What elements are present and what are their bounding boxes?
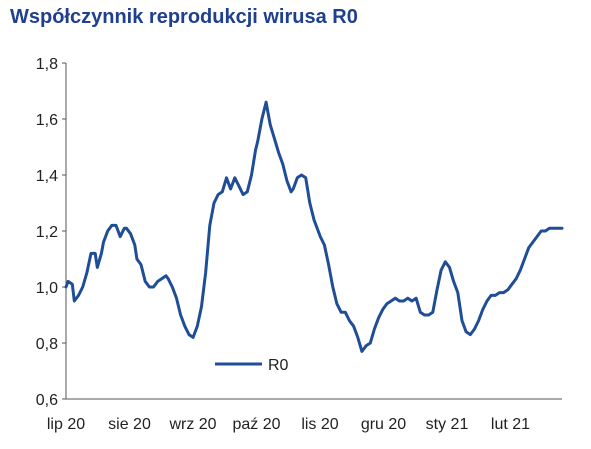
legend-label-r0: R0 <box>268 357 289 374</box>
x-tick-label: sie 20 <box>108 416 151 433</box>
y-tick-label: 1,0 <box>36 280 58 297</box>
y-tick-label: 1,6 <box>36 112 58 129</box>
x-tick-labels: lip 20 sie 20 wrz 20 paź 20 lis 20 gru 20 sty … <box>47 416 530 433</box>
y-tick-label: 0,8 <box>36 336 58 353</box>
axes <box>65 63 562 400</box>
x-tick-label: sty 21 <box>426 416 469 433</box>
x-tick-label: lut 21 <box>491 416 530 433</box>
x-tick-label: lis 20 <box>301 416 338 433</box>
y-tick-label: 1,4 <box>36 168 58 185</box>
x-tick-label: wrz 20 <box>168 416 216 433</box>
x-tick-label: lip 20 <box>47 416 85 433</box>
x-tick-label: gru 20 <box>361 416 406 433</box>
y-tick-label: 1,8 <box>36 56 58 73</box>
y-tick-labels: 0,6 0,8 1,0 1,2 1,4 1,6 1,8 <box>36 56 66 409</box>
chart-title: Współczynnik reprodukcji wirusa R0 <box>10 6 358 28</box>
y-tick-label: 1,2 <box>36 224 58 241</box>
x-tick-label: paź 20 <box>232 416 280 433</box>
legend: R0 <box>215 357 289 374</box>
y-tick-label: 0,6 <box>36 392 58 409</box>
series-line-r0 <box>64 100 564 353</box>
